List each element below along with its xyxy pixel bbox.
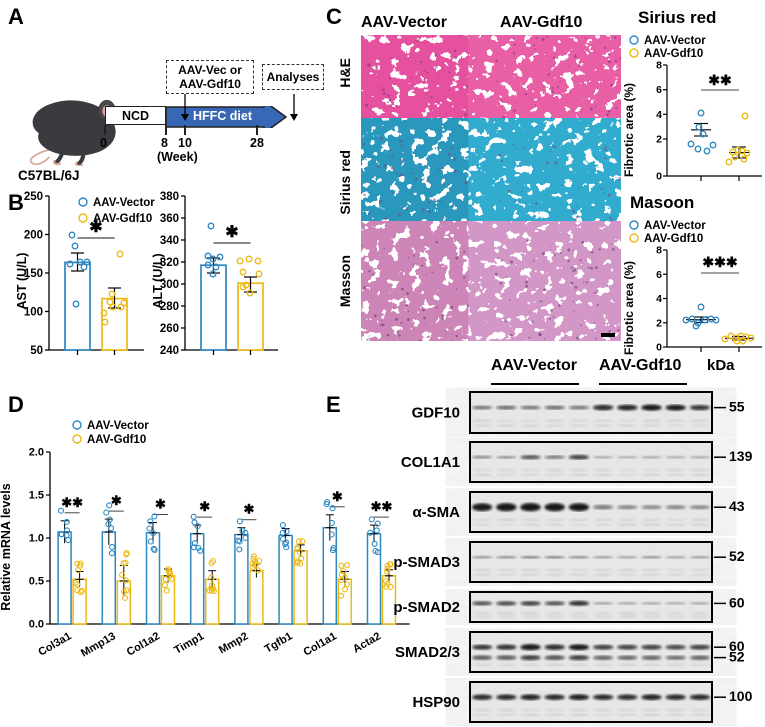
svg-text:100: 100	[729, 688, 753, 704]
svg-text:2.0: 2.0	[29, 447, 44, 459]
svg-text:✱: ✱	[225, 224, 238, 241]
svg-text:COL1A1: COL1A1	[401, 454, 460, 471]
svg-text:Fibrotic area (%): Fibrotic area (%)	[622, 83, 636, 177]
svg-text:380: 380	[160, 191, 179, 203]
svg-text:✱: ✱	[111, 493, 122, 508]
svg-text:Relative mRNA levels: Relative mRNA levels	[0, 483, 13, 610]
svg-text:250: 250	[24, 191, 43, 203]
svg-text:AAV-Vector: AAV-Vector	[644, 35, 706, 47]
svg-text:60: 60	[729, 594, 745, 610]
svg-text:HSP90: HSP90	[412, 694, 460, 711]
svg-text:0: 0	[656, 171, 662, 183]
svg-text:Col3a1: Col3a1	[36, 630, 73, 658]
svg-text:1.0: 1.0	[29, 533, 44, 545]
svg-text:6: 6	[656, 84, 662, 96]
svg-text:Timp1: Timp1	[172, 630, 206, 656]
svg-text:Col1a2: Col1a2	[125, 630, 162, 658]
svg-text:139: 139	[729, 448, 753, 464]
svg-text:AAV-Gdf10: AAV-Gdf10	[644, 233, 703, 245]
svg-text:8: 8	[656, 60, 662, 72]
svg-text:55: 55	[729, 399, 745, 415]
svg-text:AAV-Vector: AAV-Vector	[87, 420, 149, 432]
svg-text:✱: ✱	[155, 497, 166, 512]
svg-text:GDF10: GDF10	[412, 405, 460, 422]
svg-text:52: 52	[729, 649, 745, 665]
svg-text:Fibrotic area (%): Fibrotic area (%)	[622, 261, 636, 355]
svg-text:AAV-Vector: AAV-Vector	[644, 220, 706, 232]
svg-text:AST (U/L): AST (U/L)	[15, 253, 29, 310]
svg-text:✱: ✱	[89, 219, 102, 236]
svg-text:52: 52	[729, 548, 745, 564]
svg-text:4: 4	[656, 109, 662, 121]
svg-text:Mmp13: Mmp13	[79, 630, 118, 659]
svg-text:p-SMAD2: p-SMAD2	[393, 599, 460, 616]
svg-text:α-SMA: α-SMA	[412, 504, 460, 521]
svg-text:1.5: 1.5	[29, 490, 44, 502]
svg-text:✱: ✱	[243, 502, 254, 517]
svg-text:✱✱: ✱✱	[708, 72, 732, 88]
svg-text:✱✱: ✱✱	[61, 495, 83, 510]
svg-text:360: 360	[160, 213, 179, 225]
svg-text:0.0: 0.0	[29, 619, 44, 631]
svg-text:43: 43	[729, 498, 745, 514]
svg-text:50: 50	[30, 345, 43, 357]
svg-text:4: 4	[656, 293, 662, 305]
svg-text:AAV-Gdf10: AAV-Gdf10	[644, 48, 703, 60]
svg-text:p-SMAD3: p-SMAD3	[393, 554, 460, 571]
svg-text:SMAD2/3: SMAD2/3	[395, 644, 460, 661]
svg-text:✱: ✱	[199, 499, 210, 514]
svg-text:Mmp2: Mmp2	[217, 630, 251, 656]
svg-text:200: 200	[24, 230, 43, 242]
svg-text:ALT (U/L): ALT (U/L)	[151, 253, 165, 308]
svg-text:2: 2	[656, 317, 662, 329]
svg-text:0: 0	[656, 342, 662, 354]
svg-text:6: 6	[656, 269, 662, 281]
svg-text:8: 8	[656, 245, 662, 257]
svg-text:Tgfb1: Tgfb1	[263, 630, 295, 655]
svg-text:AAV-Gdf10: AAV-Gdf10	[87, 434, 146, 446]
svg-text:340: 340	[160, 235, 179, 247]
svg-text:240: 240	[160, 345, 179, 357]
svg-text:260: 260	[160, 323, 179, 335]
svg-text:✱✱✱: ✱✱✱	[702, 254, 737, 270]
svg-text:0.5: 0.5	[29, 576, 44, 588]
svg-text:2: 2	[656, 134, 662, 146]
